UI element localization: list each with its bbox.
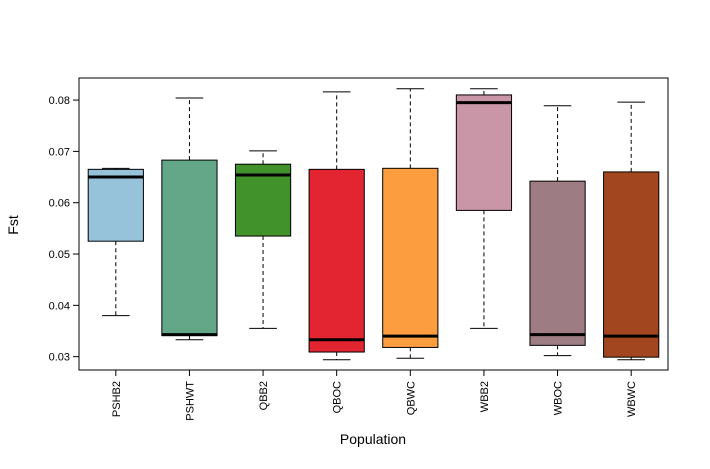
y-tick-label: 0.04: [49, 300, 70, 312]
iqr-box: [455, 94, 513, 211]
box-wboc: [529, 105, 586, 357]
x-tick-label: WBOC: [553, 381, 565, 415]
x-tick-label: PSHWT: [184, 381, 196, 421]
x-axis-title: Population: [340, 431, 406, 447]
boxes-layer: [87, 88, 660, 361]
plot-frame: [78, 77, 669, 371]
box-qbwc: [382, 88, 439, 359]
x-axis: PSHB2 PSHWT QBB2 QBOC QBWC WBB2 WBOC WBWC: [111, 370, 638, 421]
y-tick-label: 0.05: [49, 249, 70, 261]
x-tick-label: QBB2: [258, 381, 270, 410]
box-pshwt: [161, 97, 218, 341]
x-tick-label: PSHB2: [111, 381, 123, 417]
box-qbb2: [234, 150, 292, 329]
iqr-box: [382, 167, 439, 348]
box-qboc: [308, 91, 365, 361]
iqr-box: [308, 168, 365, 353]
box-wbwc: [603, 101, 660, 361]
iqr-box: [603, 171, 660, 358]
iqr-box: [87, 168, 144, 242]
iqr-box: [161, 159, 218, 337]
y-axis-title: Fst: [5, 215, 21, 235]
box-wbb2: [455, 88, 513, 329]
x-tick-label: QBWC: [405, 381, 417, 415]
y-tick-label: 0.06: [49, 198, 70, 210]
x-tick-label: WBWC: [626, 381, 638, 417]
y-tick-label: 0.07: [49, 146, 70, 158]
box-pshb2: [87, 167, 144, 317]
y-tick-label: 0.08: [49, 95, 70, 107]
x-tick-label: WBB2: [479, 381, 491, 412]
y-tick-label: 0.03: [49, 352, 70, 364]
y-axis: 0.03 0.04 0.05 0.06 0.07 0.08: [49, 95, 79, 364]
iqr-box: [529, 180, 586, 346]
x-tick-label: QBOC: [332, 381, 344, 413]
